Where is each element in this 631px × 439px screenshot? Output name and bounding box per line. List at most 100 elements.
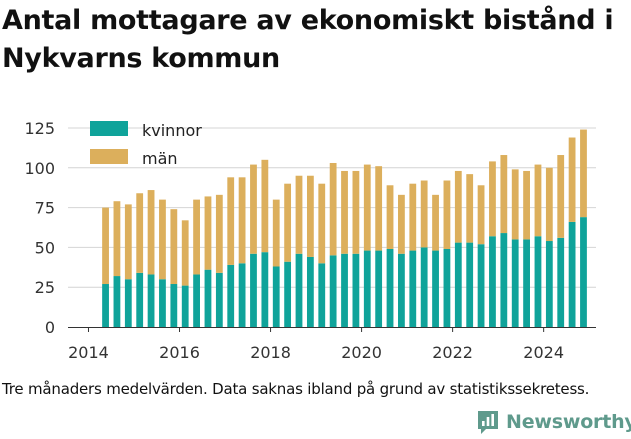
bar-man [580,129,587,218]
bar-man [398,194,405,254]
stacked-bar-chart: 0 25 50 75 100 125 2014 2016 2018 2020 2022 2024 kv… [24,119,596,362]
bar-kvinnor [557,237,565,327]
bar-kvinnor [341,253,348,327]
bar-man [523,170,530,240]
bar-man [557,155,565,238]
bar-kvinnor [329,255,337,327]
bar-man [409,183,417,251]
y-tick-label: 50 [35,238,55,257]
bar-man [318,183,326,264]
bar-kvinnor [511,239,519,327]
x-tick-label: 2016 [159,343,200,362]
bar-kvinnor [284,261,292,327]
newsworthy-logo-icon [478,411,498,434]
newsworthy-logo: Newsworthy [476,408,631,436]
bar-kvinnor [568,221,576,327]
bar-kvinnor [170,284,178,327]
bar-kvinnor [113,276,121,327]
bar-man [489,161,496,237]
x-tick-label: 2024 [523,343,564,362]
bar-man [193,199,200,275]
x-tick-label: 2014 [68,343,109,362]
bar-kvinnor [318,263,326,327]
bar-man [443,180,451,249]
bar-man [284,183,292,262]
bar-man [545,167,553,242]
bar-kvinnor [489,236,496,327]
bar-man [534,164,542,237]
legend-label-kvinnor: kvinnor [142,121,202,140]
bar-man [363,164,371,251]
bar-man [386,185,394,249]
bar-kvinnor [250,253,257,327]
chart-title: Antal mottagare av ekonomiskt bistånd i … [2,5,614,74]
bar-kvinnor [477,244,485,327]
bar-man [306,175,314,257]
bar-man [352,170,360,254]
bar-man [261,159,269,253]
y-tick-label: 25 [35,278,55,297]
bar-kvinnor [534,236,542,327]
bar-kvinnor [204,269,212,327]
bar-man [500,155,508,234]
legend-swatch-man [90,149,128,164]
bar-kvinnor [124,279,132,327]
x-tick-label: 2022 [432,343,473,362]
bar-man [420,180,428,248]
bar-kvinnor [398,253,405,327]
bar-kvinnor [193,274,200,327]
bar-man [511,169,519,240]
bar-kvinnor [375,250,383,327]
bar-kvinnor [352,253,360,327]
y-tick-label: 75 [35,199,55,218]
bar-man [170,209,178,285]
bar-kvinnor [295,253,303,327]
bar-man [238,177,246,264]
bar-man [568,137,576,222]
bar-kvinnor [215,272,223,327]
bar-man [215,194,223,273]
bar-kvinnor [454,242,462,327]
y-tick-label: 125 [24,119,55,138]
bar-man [295,175,303,254]
bar-man [159,199,166,280]
x-tick-label: 2018 [250,343,291,362]
bar-kvinnor [443,248,451,327]
legend: kvinnor män [90,121,202,168]
bar-kvinnor [580,217,587,327]
bar-man [113,201,121,277]
bar-kvinnor [261,252,269,327]
bar-kvinnor [545,241,553,327]
bar-man [466,174,474,243]
bar-kvinnor [159,279,166,327]
bars [102,129,587,327]
legend-label-man: män [142,149,178,168]
axes: 0 25 50 75 100 125 2014 2016 2018 2020 2022 2024 [24,119,596,362]
bar-kvinnor [466,242,474,327]
bar-kvinnor [409,250,417,327]
bar-man [147,190,155,275]
bar-man [454,170,462,243]
legend-swatch-kvinnor [90,121,128,136]
bar-kvinnor [432,250,439,327]
bar-man [102,207,109,285]
bar-man [124,204,132,280]
bar-man [227,177,235,265]
bar-kvinnor [386,248,394,327]
bar-kvinnor [500,233,508,327]
x-tick-label: 2020 [341,343,382,362]
bar-kvinnor [181,285,189,327]
brand-name: Newsworthy [506,411,631,433]
bar-man [181,220,189,286]
bar-kvinnor [420,247,428,327]
footnote: Tre månaders medelvärden. Data saknas ib… [2,380,590,398]
bar-man [432,194,439,251]
bar-kvinnor [523,239,530,327]
bar-man [375,166,383,251]
bar-kvinnor [227,264,235,327]
bar-man [204,196,212,270]
bar-kvinnor [363,250,371,327]
y-tick-label: 100 [24,159,55,178]
bar-kvinnor [102,284,109,327]
bar-kvinnor [306,256,314,327]
